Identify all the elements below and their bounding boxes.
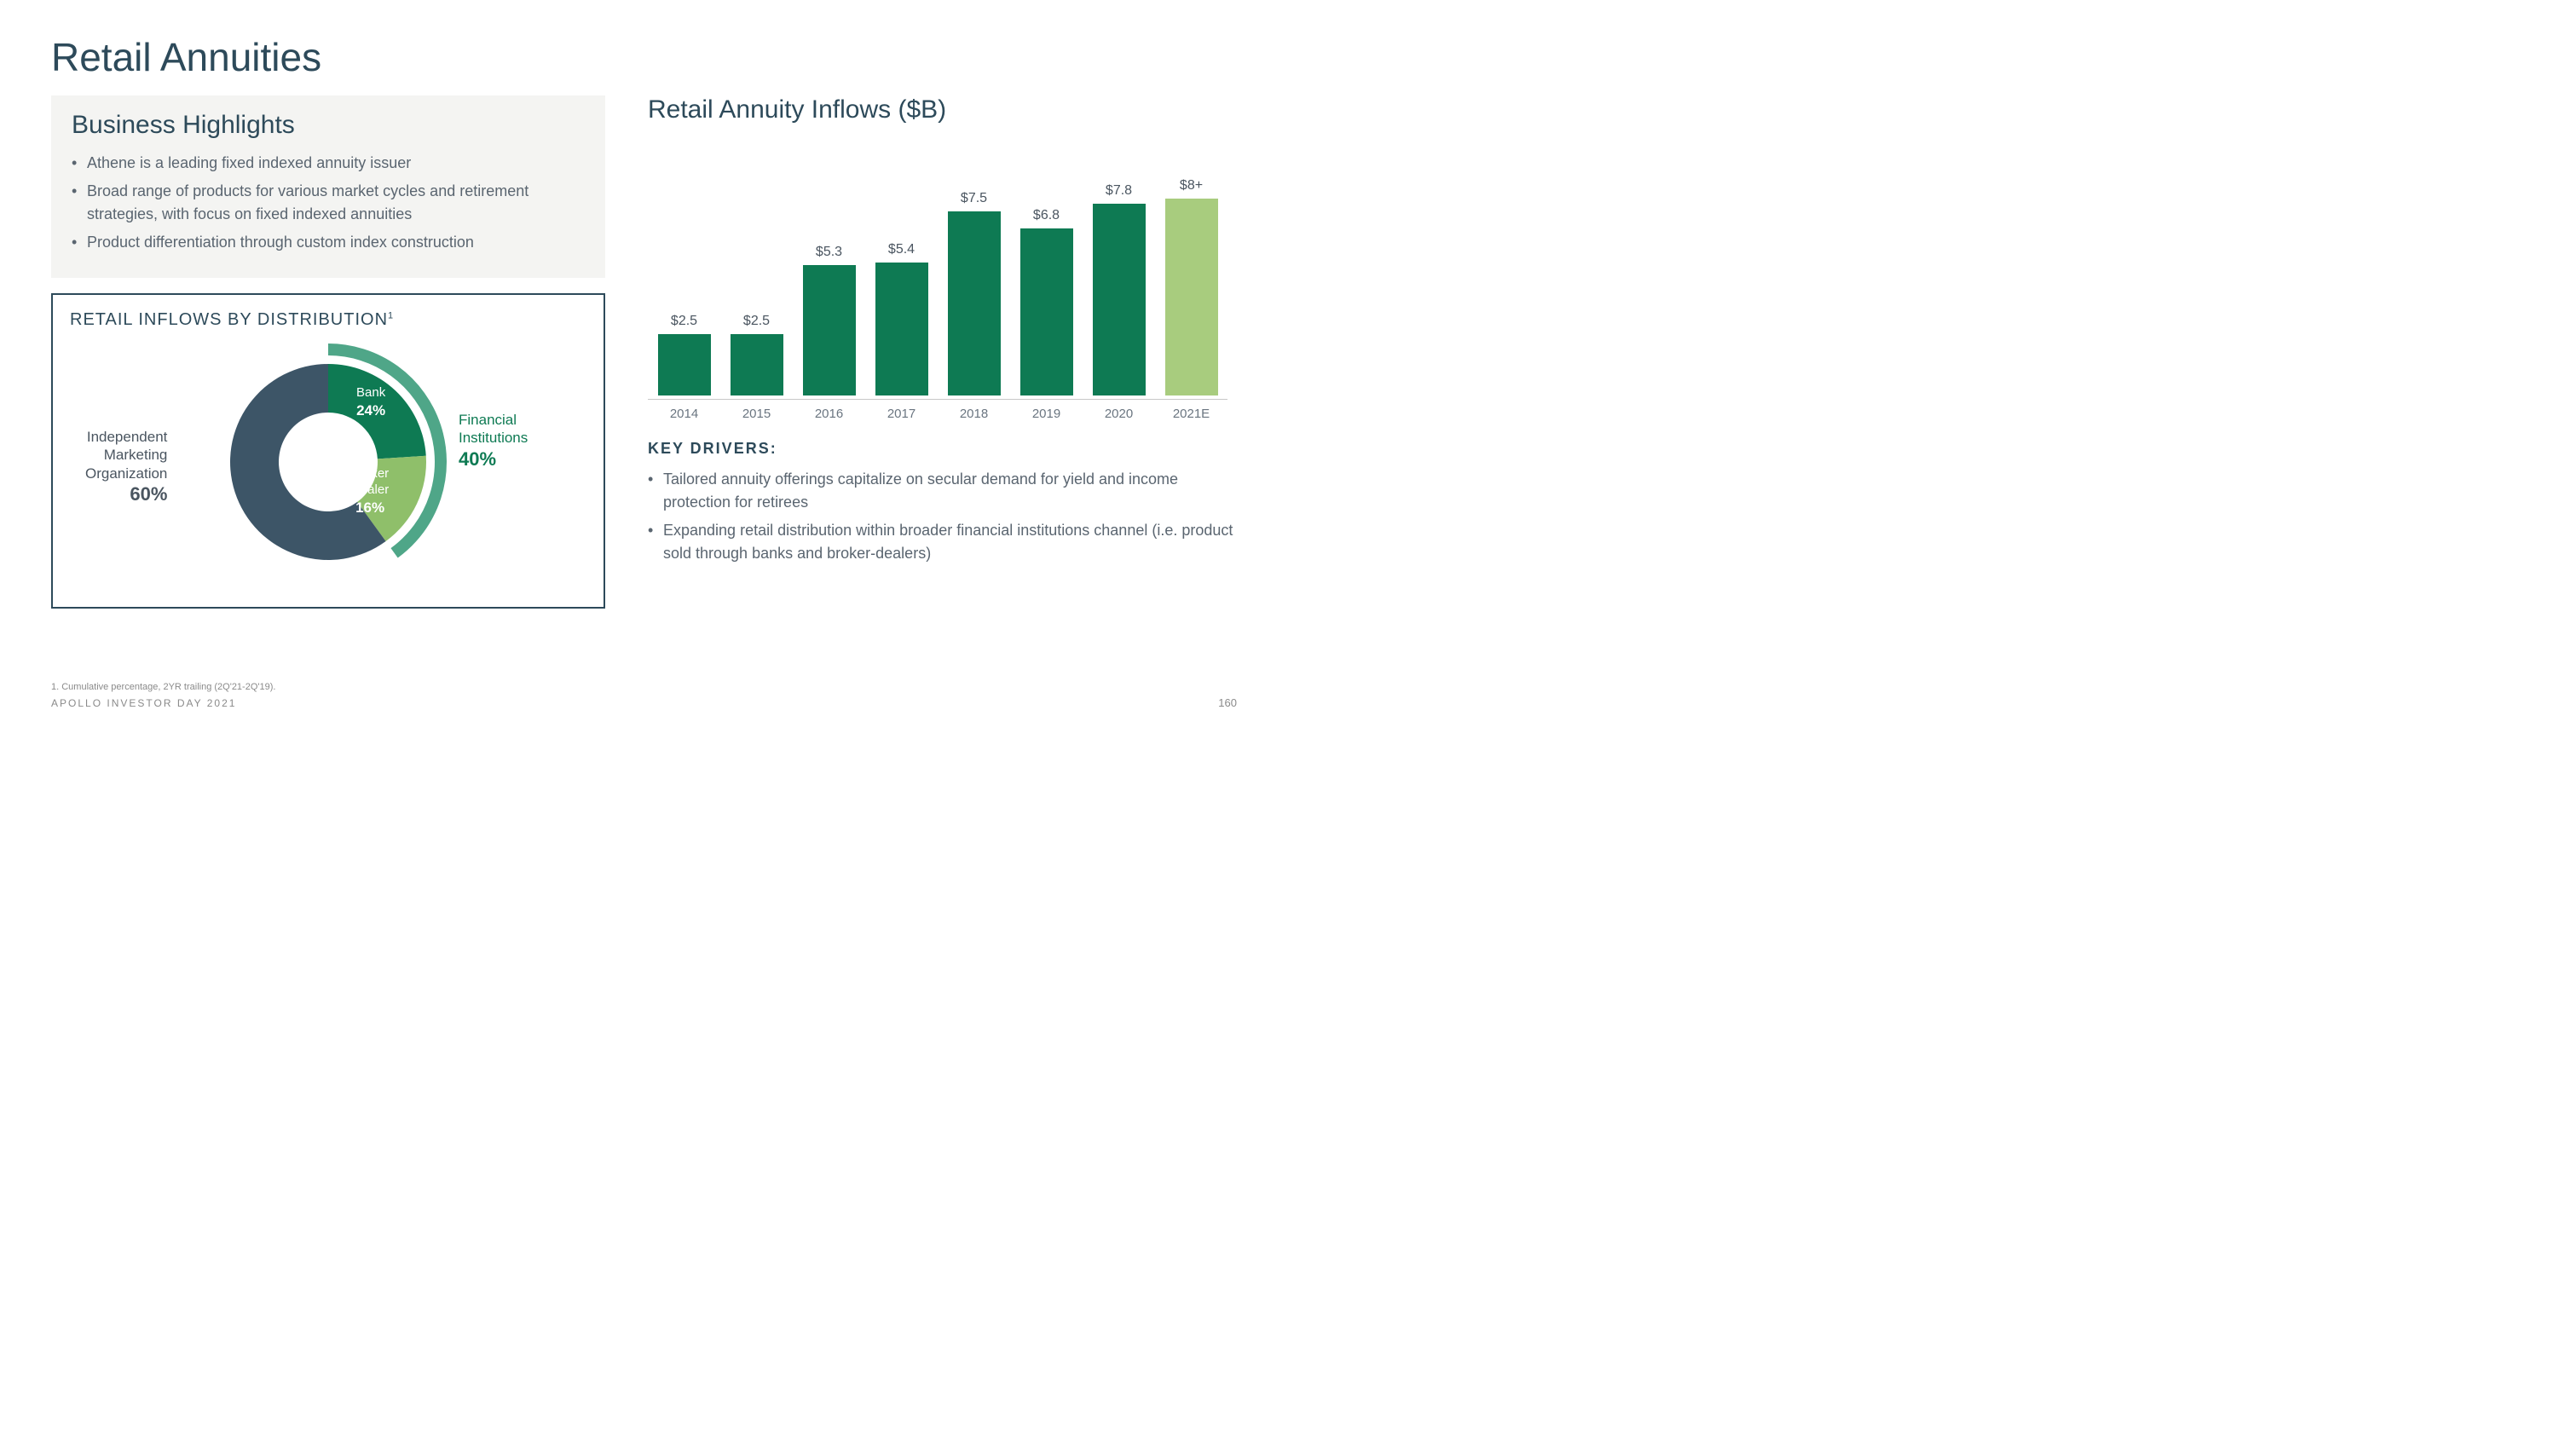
bar-xaxis-label: 2017 bbox=[871, 400, 933, 421]
bar-xaxis-label: 2015 bbox=[726, 400, 788, 421]
two-column-layout: Business Highlights Athene is a leading … bbox=[51, 95, 1237, 609]
bar-chart: $2.5 $2.5 $5.3 $5.4 $7.5 $6.8 $7.8 $8+ 2014 2015… bbox=[648, 148, 1227, 421]
highlights-bullet: Athene is a leading fixed indexed annuit… bbox=[72, 152, 585, 175]
bar-group: $2.5 bbox=[726, 314, 788, 395]
bar-xaxis-label: 2020 bbox=[1089, 400, 1150, 421]
bar-group: $7.8 bbox=[1089, 183, 1150, 395]
donut-superscript: 1 bbox=[388, 310, 394, 320]
footnote: 1. Cumulative percentage, 2YR trailing (… bbox=[51, 682, 275, 692]
bar-group: $2.5 bbox=[654, 314, 715, 395]
donut-label-imo: Independent Marketing Organization 60% bbox=[85, 428, 167, 505]
bar-group: $8+ bbox=[1161, 178, 1222, 395]
bar-group: $6.8 bbox=[1016, 208, 1077, 395]
page-number: 160 bbox=[1218, 696, 1237, 709]
bar-value-label: $8+ bbox=[1180, 178, 1203, 193]
bar-group: $5.4 bbox=[871, 242, 933, 395]
bar-rect bbox=[1020, 228, 1073, 395]
page-title: Retail Annuities bbox=[51, 34, 1237, 80]
donut-chart-box: RETAIL INFLOWS BY DISTRIBUTION1 Independ… bbox=[51, 293, 605, 609]
donut-label-fi-text: Financial Institutions bbox=[459, 411, 528, 447]
business-highlights-box: Business Highlights Athene is a leading … bbox=[51, 95, 605, 278]
bar-rect bbox=[875, 263, 928, 395]
left-column: Business Highlights Athene is a leading … bbox=[51, 95, 605, 609]
donut-label-imo-text: Independent Marketing Organization bbox=[85, 428, 167, 482]
highlights-bullet: Broad range of products for various mark… bbox=[72, 180, 585, 226]
bar-value-label: $5.4 bbox=[888, 242, 915, 257]
bar-chart-title: Retail Annuity Inflows ($B) bbox=[648, 95, 1237, 124]
donut-label-bank: Bank 24% bbox=[356, 385, 385, 420]
bar-group: $7.5 bbox=[944, 191, 1005, 395]
footer-left: APOLLO INVESTOR DAY 2021 bbox=[51, 697, 236, 709]
donut-title: RETAIL INFLOWS BY DISTRIBUTION1 bbox=[70, 310, 586, 330]
bar-value-label: $7.5 bbox=[961, 191, 987, 206]
donut-label-bank-text: Bank bbox=[356, 385, 385, 400]
donut-label-broker-text: Broker Dealer bbox=[351, 466, 389, 499]
donut-title-text: RETAIL INFLOWS BY DISTRIBUTION bbox=[70, 310, 388, 329]
bar-group: $5.3 bbox=[799, 245, 860, 395]
bar-xaxis-label: 2021E bbox=[1161, 400, 1222, 421]
bar-xaxis: 2014 2015 2016 2017 2018 2019 2020 2021E bbox=[648, 399, 1227, 421]
bar-rect bbox=[1165, 199, 1218, 395]
donut-label-financial-institutions: Financial Institutions 40% bbox=[459, 411, 528, 470]
bar-value-label: $7.8 bbox=[1106, 183, 1132, 199]
donut-label-imo-pct: 60% bbox=[130, 483, 167, 505]
key-drivers-bullet: Tailored annuity offerings capitalize on… bbox=[648, 468, 1237, 514]
key-drivers-bullet: Expanding retail distribution within bro… bbox=[648, 519, 1237, 565]
bar-row: $2.5 $2.5 $5.3 $5.4 $7.5 $6.8 $7.8 $8+ bbox=[648, 174, 1227, 395]
bar-rect bbox=[803, 265, 856, 395]
bar-value-label: $2.5 bbox=[743, 314, 770, 329]
bar-rect bbox=[658, 334, 711, 395]
highlights-bullet: Product differentiation through custom i… bbox=[72, 231, 585, 254]
bar-value-label: $6.8 bbox=[1033, 208, 1060, 223]
donut-label-broker-pct: 16% bbox=[355, 499, 384, 516]
highlights-title: Business Highlights bbox=[72, 111, 585, 140]
key-drivers-bullets: Tailored annuity offerings capitalize on… bbox=[648, 468, 1237, 565]
donut-label-broker: Broker Dealer 16% bbox=[351, 466, 389, 517]
bar-xaxis-label: 2016 bbox=[799, 400, 860, 421]
donut-label-bank-pct: 24% bbox=[356, 402, 385, 419]
bar-rect bbox=[948, 211, 1001, 395]
bar-value-label: $2.5 bbox=[671, 314, 697, 329]
bar-xaxis-label: 2019 bbox=[1016, 400, 1077, 421]
key-drivers-title: KEY DRIVERS: bbox=[648, 440, 1237, 458]
highlights-bullets: Athene is a leading fixed indexed annuit… bbox=[72, 152, 585, 254]
bar-xaxis-label: 2014 bbox=[654, 400, 715, 421]
right-column: Retail Annuity Inflows ($B) $2.5 $2.5 $5.3… bbox=[648, 95, 1237, 609]
bar-rect bbox=[731, 334, 783, 395]
bar-value-label: $5.3 bbox=[816, 245, 842, 260]
donut-label-fi-pct: 40% bbox=[459, 448, 496, 470]
donut-svg bbox=[200, 334, 456, 590]
bar-rect bbox=[1093, 204, 1146, 395]
bar-xaxis-label: 2018 bbox=[944, 400, 1005, 421]
donut-chart-area: Independent Marketing Organization 60% B… bbox=[70, 330, 586, 594]
